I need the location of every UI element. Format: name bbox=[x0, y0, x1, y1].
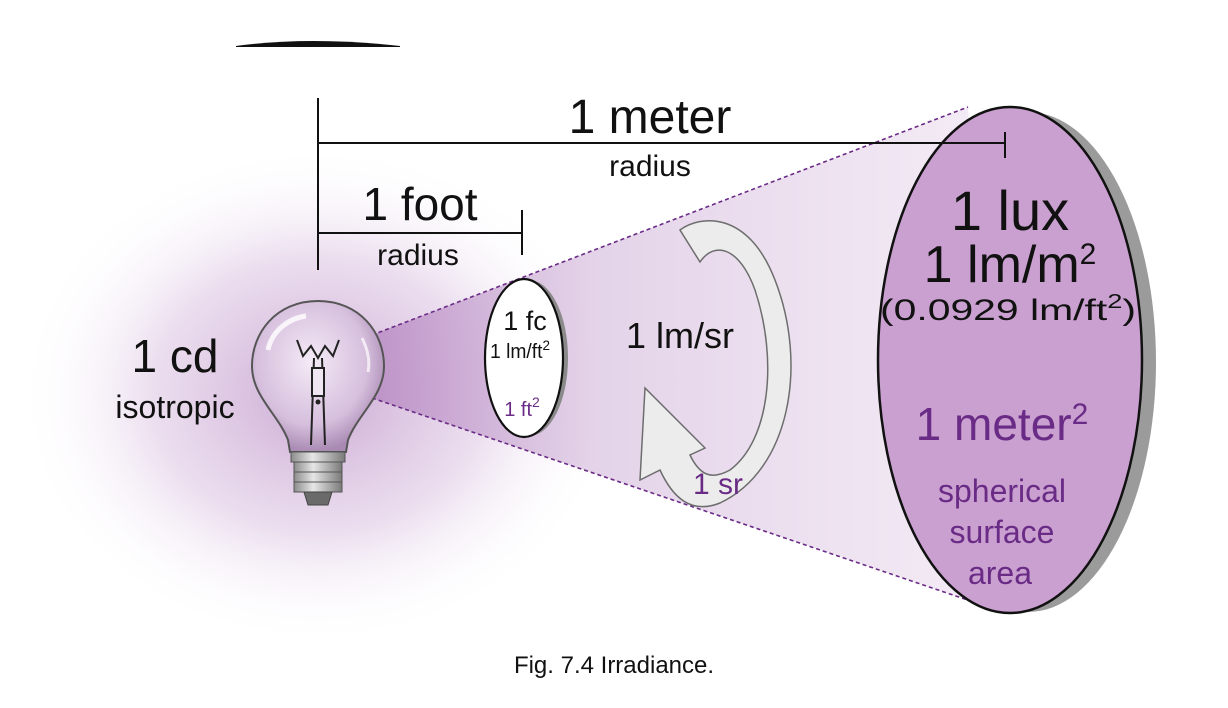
cone-lower-edge bbox=[371, 397, 1004, 613]
conversion-label: (0.0929 lm/ft 2) bbox=[880, 291, 1136, 327]
steradian-arrow bbox=[639, 220, 792, 508]
candela-label: 1 cd bbox=[132, 330, 219, 382]
figure-caption: Fig. 7.4 Irradiance. bbox=[514, 652, 714, 679]
small-disk bbox=[483, 277, 565, 439]
foot-candle-label: 1 fc bbox=[503, 306, 547, 336]
isotropic-label: isotropic bbox=[115, 389, 234, 425]
small-disk-area: 1 ft2 bbox=[504, 394, 540, 421]
large-disk bbox=[876, 105, 1144, 615]
lumen-per-sr-label: 1 lm/sr bbox=[626, 315, 734, 356]
meter-radius-label: radius bbox=[609, 150, 691, 183]
dimension-lines bbox=[317, 98, 1006, 270]
top-band bbox=[236, 41, 400, 47]
steradian-label: 1 sr bbox=[693, 468, 743, 501]
area-desc-spherical: spherical bbox=[938, 473, 1066, 509]
large-disk-illuminance: 1 lm/m2 bbox=[924, 236, 1097, 294]
light-bulb-icon bbox=[250, 299, 386, 506]
foot-label: 1 foot bbox=[362, 178, 477, 230]
foot-radius-label: radius bbox=[377, 239, 459, 272]
meter-label: 1 meter bbox=[569, 91, 732, 144]
light-cone bbox=[372, 107, 1003, 612]
large-disk-area: 1 meter2 bbox=[916, 398, 1089, 450]
cone-upper-edge bbox=[371, 106, 969, 336]
area-desc-area: area bbox=[968, 555, 1032, 591]
lux-label: 1 lux bbox=[951, 179, 1069, 242]
small-disk-illuminance: 1 lm/ft2 bbox=[490, 337, 550, 363]
area-desc-surface: surface bbox=[950, 514, 1055, 550]
